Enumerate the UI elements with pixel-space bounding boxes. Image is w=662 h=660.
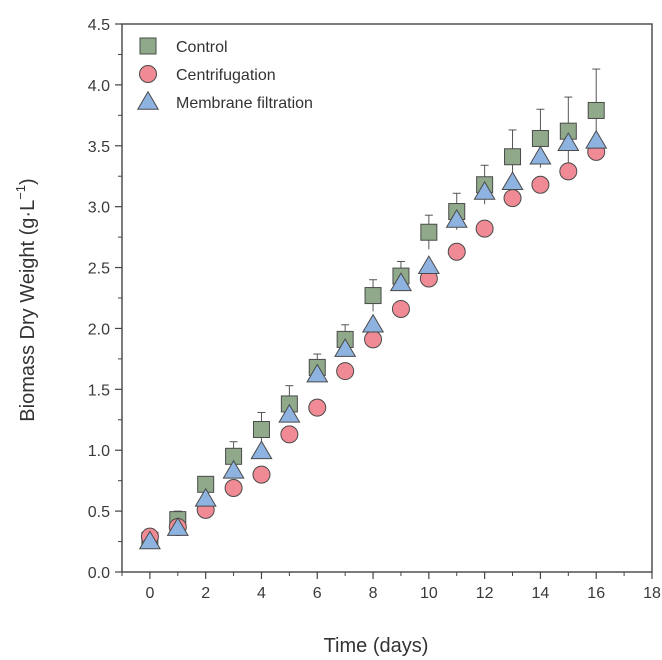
data-point-triangle [138,530,161,550]
data-point-square [531,129,549,147]
y-axis-title-main: Biomass Dry Weight (g·L [17,200,39,422]
x-tick-label: 18 [643,585,661,602]
legend: Control Centrifugation Membrane filtration [136,37,313,112]
data-point-circle [475,219,494,238]
data-point-triangle [557,132,580,152]
y-tick-label: 1.5 [88,382,110,399]
data-point-triangle [194,487,217,507]
y-tick-label: 2.5 [88,261,110,278]
data-point-triangle [306,363,329,383]
data-point-circle [308,398,327,417]
x-tick-label: 16 [587,585,605,602]
legend-label: Membrane filtration [176,95,313,112]
x-tick-label: 12 [476,585,494,602]
data-point-square [504,148,522,166]
y-tick-label: 3.5 [88,139,110,156]
data-point-circle [559,162,578,181]
legend-marker-square [139,37,157,55]
legend-marker-triangle [136,90,160,110]
y-tick-label: 1.0 [88,443,110,460]
data-point-square [420,223,438,241]
data-point-circle [280,425,299,444]
legend-label: Centrifugation [176,67,276,84]
y-tick-label: 0.0 [88,565,110,582]
y-tick-label: 4.5 [88,17,110,34]
data-point-circle [364,330,383,349]
data-point-circle [503,189,522,208]
data-point-triangle [417,255,440,275]
data-point-triangle [389,272,413,292]
data-point-triangle [278,403,301,423]
x-tick-label: 2 [201,585,210,602]
legend-marker-circle [139,65,157,83]
data-point-circle [531,175,550,194]
data-point-circle [224,478,243,497]
data-point-square [364,287,382,305]
data-point-triangle [445,208,468,228]
data-point-circle [447,242,466,261]
data-markers [138,101,608,550]
y-tick-label: 2.0 [88,321,110,338]
x-tick-label: 0 [145,585,154,602]
tick-marks [115,23,653,579]
data-point-triangle [222,459,245,479]
data-point-triangle [501,171,524,191]
y-tick-label: 4.0 [88,78,110,95]
data-point-triangle [529,145,552,165]
y-axis-title-close: ) [17,178,39,185]
y-axis-title: Biomass Dry Weight (g·L−1) [13,178,39,421]
x-tick-label: 10 [420,585,438,602]
tick-labels: 0 2 4 6 8 10 12 14 16 18 0.0 0.5 1.0 1.5 2.0 2.5 3.0 3.5 4… [88,17,661,602]
legend-label: Control [176,39,228,56]
y-tick-label: 3.0 [88,200,110,217]
data-point-triangle [166,516,189,536]
data-point-triangle [334,337,357,357]
y-tick-label: 0.5 [88,504,110,521]
y-axis-title-superscript: −1 [13,185,28,200]
data-point-square [587,101,605,119]
data-point-circle [391,299,410,318]
data-point-triangle [585,129,608,149]
x-tick-label: 14 [532,585,550,602]
x-tick-label: 4 [257,585,266,602]
data-point-square [252,421,270,439]
data-point-triangle [361,313,385,333]
data-point-circle [336,362,355,381]
x-tick-label: 6 [313,585,322,602]
data-point-triangle [473,180,496,200]
x-tick-label: 8 [369,585,378,602]
x-axis-title: Time (days) [324,635,429,657]
data-point-circle [252,465,271,484]
data-point-triangle [250,440,273,460]
